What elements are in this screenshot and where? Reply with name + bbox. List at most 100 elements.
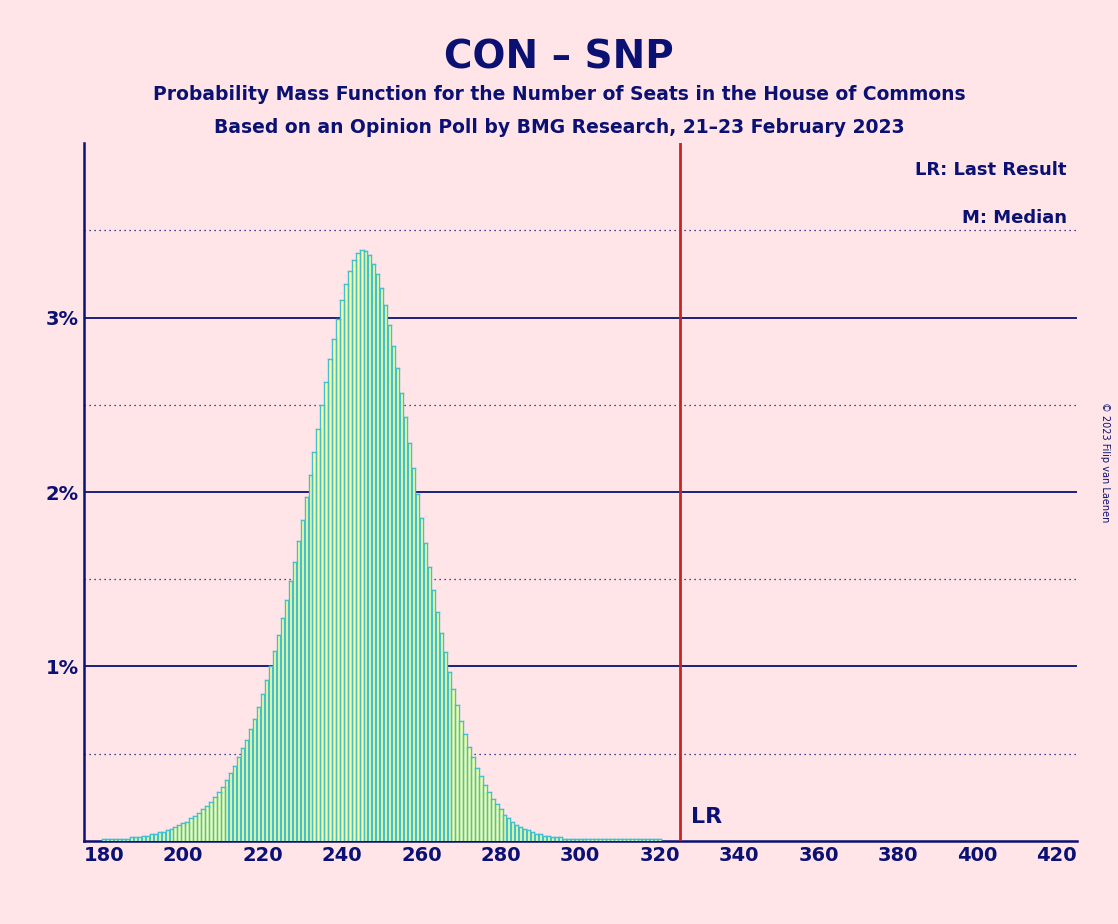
Bar <box>153 833 157 841</box>
Text: Probability Mass Function for the Number of Seats in the House of Commons: Probability Mass Function for the Number… <box>153 85 965 104</box>
Bar <box>217 792 220 841</box>
Bar <box>432 590 435 841</box>
Bar <box>499 809 502 841</box>
Bar <box>178 825 181 841</box>
Bar <box>309 475 312 841</box>
Bar <box>626 839 629 841</box>
Bar <box>634 839 637 841</box>
Bar <box>344 285 348 841</box>
Bar <box>511 821 514 841</box>
Bar <box>313 452 316 841</box>
Text: © 2023 Filip van Laenen: © 2023 Filip van Laenen <box>1100 402 1109 522</box>
Bar <box>411 468 415 841</box>
Bar <box>487 792 491 841</box>
Bar <box>646 839 650 841</box>
Bar <box>206 806 209 841</box>
Text: M: Median: M: Median <box>961 210 1067 227</box>
Text: Based on an Opinion Poll by BMG Research, 21–23 February 2023: Based on an Opinion Poll by BMG Research… <box>214 118 904 138</box>
Bar <box>419 518 423 841</box>
Bar <box>173 827 177 841</box>
Bar <box>642 839 645 841</box>
Bar <box>396 368 399 841</box>
Bar <box>257 707 260 841</box>
Bar <box>603 839 606 841</box>
Bar <box>273 650 276 841</box>
Bar <box>277 635 281 841</box>
Bar <box>404 417 407 841</box>
Bar <box>150 833 153 841</box>
Bar <box>439 633 443 841</box>
Bar <box>134 837 138 841</box>
Bar <box>408 444 411 841</box>
Bar <box>388 324 391 841</box>
Bar <box>654 839 657 841</box>
Bar <box>304 497 307 841</box>
Bar <box>114 839 117 841</box>
Bar <box>436 613 439 841</box>
Bar <box>575 839 578 841</box>
Bar <box>531 833 534 841</box>
Bar <box>570 839 574 841</box>
Bar <box>383 306 387 841</box>
Text: CON – SNP: CON – SNP <box>444 39 674 77</box>
Bar <box>590 839 594 841</box>
Bar <box>447 672 451 841</box>
Bar <box>316 430 320 841</box>
Bar <box>543 835 547 841</box>
Bar <box>400 393 404 841</box>
Bar <box>380 288 383 841</box>
Bar <box>618 839 622 841</box>
Bar <box>659 839 662 841</box>
Bar <box>138 837 141 841</box>
Bar <box>241 748 245 841</box>
Bar <box>253 719 256 841</box>
Bar <box>193 817 197 841</box>
Bar <box>245 740 248 841</box>
Bar <box>463 735 467 841</box>
Bar <box>301 520 304 841</box>
Bar <box>260 694 264 841</box>
Bar <box>332 338 335 841</box>
Bar <box>459 721 463 841</box>
Bar <box>452 689 455 841</box>
Bar <box>416 493 419 841</box>
Bar <box>162 833 165 841</box>
Bar <box>268 666 272 841</box>
Bar <box>467 747 471 841</box>
Bar <box>519 827 522 841</box>
Bar <box>102 839 105 841</box>
Bar <box>352 260 356 841</box>
Bar <box>495 804 499 841</box>
Bar <box>293 562 296 841</box>
Bar <box>610 839 614 841</box>
Bar <box>368 255 371 841</box>
Text: LR: Last Result: LR: Last Result <box>916 161 1067 178</box>
Bar <box>444 652 447 841</box>
Bar <box>508 818 511 841</box>
Bar <box>547 835 550 841</box>
Bar <box>130 837 133 841</box>
Bar <box>142 835 145 841</box>
Bar <box>559 837 562 841</box>
Bar <box>265 680 268 841</box>
Bar <box>503 815 506 841</box>
Bar <box>110 839 113 841</box>
Bar <box>340 300 343 841</box>
Bar <box>249 729 253 841</box>
Bar <box>233 766 236 841</box>
Bar <box>106 839 110 841</box>
Bar <box>285 601 288 841</box>
Bar <box>237 757 240 841</box>
Bar <box>523 829 527 841</box>
Bar <box>364 251 368 841</box>
Bar <box>475 768 479 841</box>
Bar <box>229 772 233 841</box>
Bar <box>392 346 396 841</box>
Bar <box>587 839 590 841</box>
Bar <box>372 263 376 841</box>
Bar <box>638 839 642 841</box>
Bar <box>122 839 125 841</box>
Bar <box>623 839 626 841</box>
Bar <box>189 818 192 841</box>
Bar <box>170 829 173 841</box>
